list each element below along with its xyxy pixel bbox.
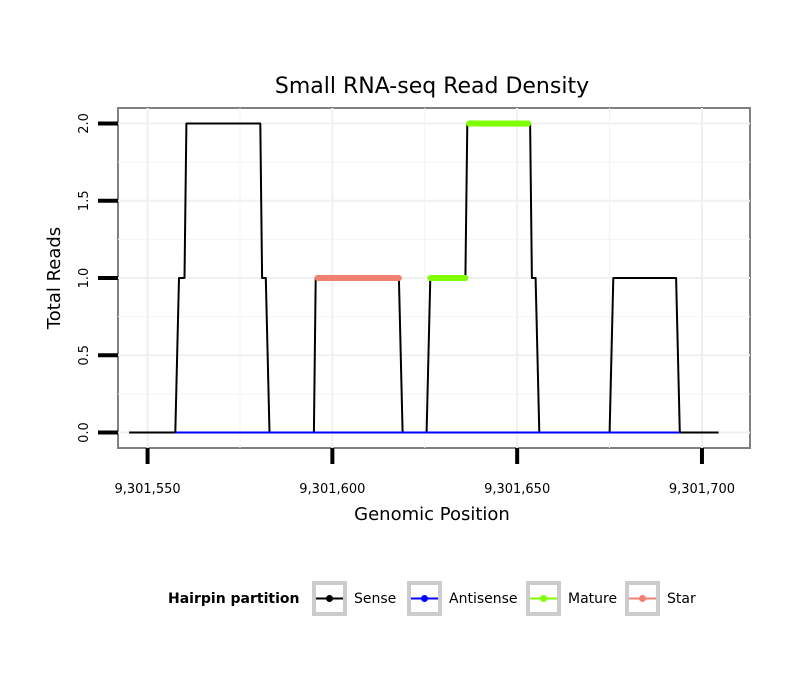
x-axis-title: Genomic Position — [354, 504, 510, 525]
legend-item-mature: Mature — [526, 581, 617, 616]
legend-label: Star — [667, 591, 696, 607]
legend-label: Mature — [568, 591, 617, 607]
legend-key-point — [639, 595, 646, 602]
series-layer — [129, 120, 719, 434]
legend: Hairpin partition Sense Antisense Mature St… — [168, 581, 696, 616]
x-axis: 9,301,550 9,301,600 9,301,650 9,301,700 — [114, 448, 735, 497]
legend-key-point — [540, 595, 547, 602]
x-tick-label: 9,301,600 — [299, 482, 365, 497]
legend-label: Antisense — [449, 591, 518, 607]
x-tick-label: 9,301,700 — [669, 482, 735, 497]
legend-item-antisense: Antisense — [407, 581, 518, 616]
x-tick-label: 9,301,550 — [114, 482, 180, 497]
x-tick-label: 9,301,650 — [484, 482, 550, 497]
y-axis-title: Total Reads — [44, 227, 65, 330]
chart-title: Small RNA-seq Read Density — [275, 74, 589, 99]
y-tick-label: 0.5 — [77, 345, 92, 366]
y-tick-label: 1.5 — [77, 190, 92, 211]
y-tick-label: 2.0 — [77, 113, 92, 134]
legend-title: Hairpin partition — [168, 591, 299, 607]
y-axis: 0.0 0.5 1.0 1.5 2.0 — [77, 113, 118, 443]
legend-item-star: Star — [625, 581, 696, 616]
legend-key-point — [421, 595, 428, 602]
y-tick-label: 1.0 — [77, 268, 92, 289]
legend-item-sense: Sense — [312, 581, 396, 616]
legend-label: Sense — [354, 591, 396, 607]
legend-key-point — [326, 595, 333, 602]
y-tick-label: 0.0 — [77, 422, 92, 443]
